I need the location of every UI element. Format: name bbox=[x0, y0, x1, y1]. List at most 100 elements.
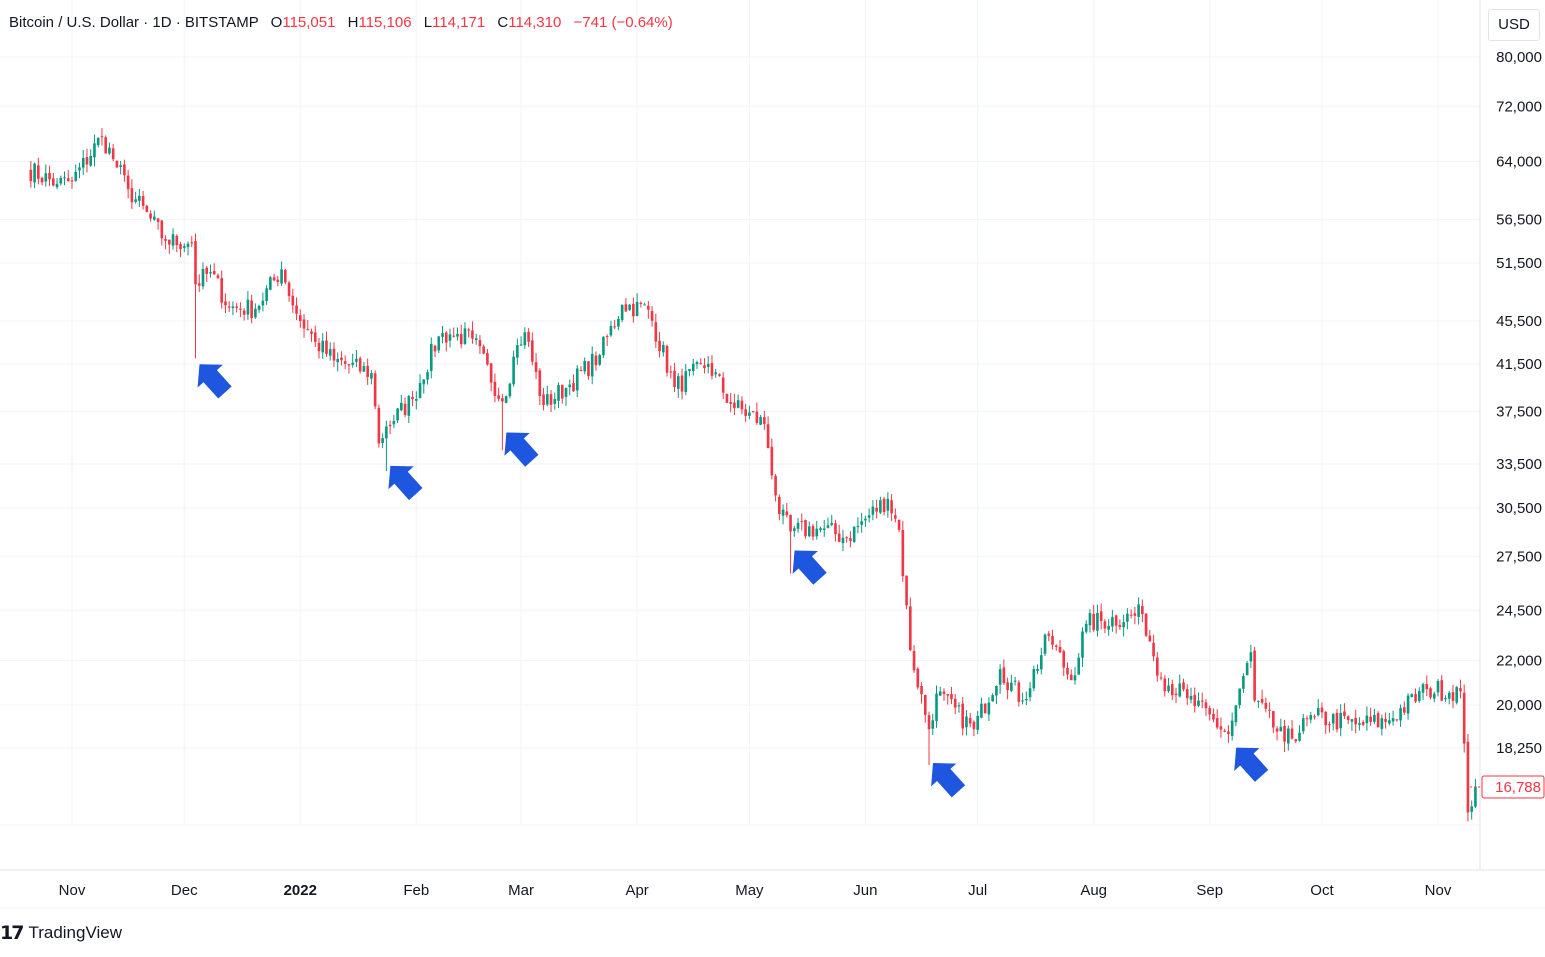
candle-body bbox=[1028, 688, 1032, 698]
candle-body bbox=[894, 515, 897, 519]
candle-body bbox=[366, 365, 369, 377]
candle-body bbox=[879, 500, 882, 513]
candle-body bbox=[145, 205, 149, 212]
tradingview-brand[interactable]: 17 TradingView bbox=[0, 922, 122, 944]
candle-body bbox=[317, 342, 321, 352]
currency-button[interactable]: USD bbox=[1488, 9, 1540, 41]
candle-body bbox=[100, 136, 104, 138]
candle-body bbox=[1133, 613, 1137, 616]
candle-body bbox=[721, 377, 725, 393]
candle-body bbox=[160, 220, 164, 239]
candle-body bbox=[1234, 705, 1238, 723]
candle-body bbox=[224, 301, 227, 306]
candle-body bbox=[553, 398, 557, 404]
price-axis[interactable]: 80,000 72,000 64,000 56,500 51,500 45,500 41,5… bbox=[1496, 49, 1542, 757]
time-tick-label: Jun bbox=[853, 882, 877, 899]
annotation-arrows bbox=[197, 364, 1269, 798]
candle-body bbox=[257, 305, 261, 310]
candle-body bbox=[1444, 698, 1447, 700]
candle-body bbox=[763, 417, 766, 424]
candle-body bbox=[1010, 682, 1013, 691]
candle-body bbox=[497, 395, 500, 399]
candle-body bbox=[1159, 677, 1163, 679]
candle-body bbox=[467, 329, 471, 331]
candle-bodies bbox=[29, 136, 1477, 813]
candle-body bbox=[441, 333, 444, 337]
candle-body bbox=[1358, 723, 1361, 725]
candle-body bbox=[104, 137, 107, 154]
candle-body bbox=[51, 178, 55, 186]
price-tick-label: 30,500 bbox=[1496, 500, 1542, 517]
candle-body bbox=[437, 336, 441, 351]
candle-body bbox=[411, 396, 414, 399]
candle-body bbox=[201, 269, 205, 287]
candle-body bbox=[650, 310, 654, 321]
candle-body bbox=[111, 148, 115, 160]
candle-body bbox=[306, 329, 310, 331]
candle-body bbox=[1290, 728, 1294, 739]
open-value: 115,051 bbox=[282, 14, 336, 31]
candle-body bbox=[347, 364, 351, 366]
annotation-arrow-icon bbox=[792, 550, 827, 585]
candle-body bbox=[639, 302, 643, 305]
candle-body bbox=[1410, 694, 1414, 698]
candle-body bbox=[583, 360, 587, 372]
open-label: O bbox=[270, 14, 283, 31]
candle-body bbox=[205, 267, 209, 274]
candle-body bbox=[1253, 650, 1256, 701]
candle-body bbox=[1227, 731, 1230, 735]
candle-body bbox=[242, 310, 246, 315]
candle-body bbox=[516, 345, 519, 358]
candle-body bbox=[78, 167, 81, 171]
candle-body bbox=[680, 375, 684, 392]
time-axis[interactable]: Nov Dec 2022 Feb Mar Apr May Jun Jul Aug Sep Oct Nov bbox=[59, 882, 1452, 899]
candle-body bbox=[991, 695, 994, 702]
candle-body bbox=[998, 669, 1002, 685]
candle-body bbox=[744, 409, 747, 416]
price-tick-label: 18,250 bbox=[1496, 740, 1542, 757]
candle-body bbox=[220, 278, 224, 303]
candle-body bbox=[751, 411, 755, 413]
candle-body bbox=[579, 370, 583, 372]
candle-body bbox=[572, 383, 575, 392]
candle-body bbox=[414, 398, 418, 401]
candle-body bbox=[1257, 700, 1260, 702]
close-label: C bbox=[497, 14, 509, 31]
candle-body bbox=[837, 533, 841, 542]
candle-body bbox=[321, 340, 325, 353]
candle-body bbox=[1309, 715, 1313, 720]
candle-body bbox=[807, 526, 811, 537]
candle-body bbox=[1436, 680, 1440, 693]
candle-body bbox=[624, 304, 628, 312]
candle-body bbox=[931, 720, 935, 729]
candle-body bbox=[280, 269, 283, 284]
candle-body bbox=[1148, 635, 1152, 642]
candle-body bbox=[1245, 663, 1249, 676]
candle-body bbox=[995, 686, 998, 696]
candle-body bbox=[965, 716, 968, 728]
candle-body bbox=[167, 239, 171, 245]
candle-body bbox=[1388, 720, 1391, 724]
candle-body bbox=[1047, 633, 1051, 636]
high-label: H bbox=[347, 14, 359, 31]
candle-body bbox=[815, 528, 819, 537]
candle-body bbox=[980, 703, 983, 718]
candle-body bbox=[362, 366, 366, 372]
candle-body bbox=[272, 277, 276, 281]
candle-body bbox=[968, 718, 972, 724]
candle-body bbox=[867, 515, 871, 518]
price-tick-label: 20,000 bbox=[1496, 697, 1542, 714]
candle-body bbox=[1373, 714, 1376, 722]
candle-body bbox=[1395, 719, 1399, 721]
candle-body bbox=[1268, 709, 1271, 711]
candle-body bbox=[695, 362, 699, 365]
candle-body bbox=[175, 235, 179, 246]
time-tick-label: Nov bbox=[59, 882, 86, 899]
candle-body bbox=[1156, 657, 1159, 676]
low-label: L bbox=[423, 14, 433, 31]
candle-body bbox=[235, 306, 238, 308]
time-tick-label: Feb bbox=[403, 882, 429, 899]
candle-body bbox=[860, 521, 863, 525]
candle-body bbox=[1084, 623, 1088, 632]
